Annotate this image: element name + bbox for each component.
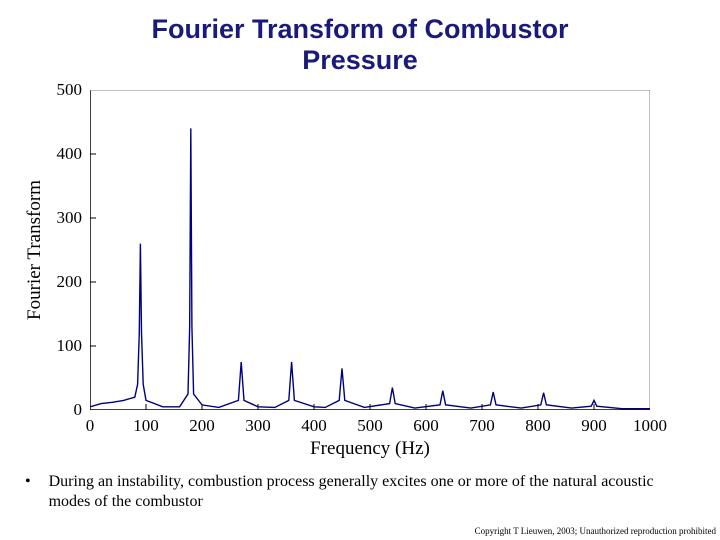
bullet-marker: •: [25, 472, 49, 512]
x-tick-label: 500: [357, 410, 383, 436]
y-tick-label: 100: [57, 336, 91, 356]
x-tick-label: 1000: [633, 410, 667, 436]
x-tick-label: 400: [301, 410, 327, 436]
x-tick-label: 0: [86, 410, 95, 436]
y-tick-label: 500: [57, 80, 91, 100]
x-tick-label: 200: [189, 410, 215, 436]
y-axis-label: Fourier Transform: [24, 180, 46, 320]
copyright-text: Copyright T Lieuwen, 2003; Unauthorized …: [475, 526, 716, 536]
x-tick-label: 300: [245, 410, 271, 436]
y-tick-label: 300: [57, 208, 91, 228]
x-tick-label: 800: [525, 410, 551, 436]
fourier-chart: Fourier Transform Frequency (Hz) 0100200…: [90, 90, 650, 410]
x-tick-label: 100: [133, 410, 159, 436]
x-axis-label: Frequency (Hz): [310, 438, 430, 460]
y-tick-label: 400: [57, 144, 91, 164]
y-tick-label: 200: [57, 272, 91, 292]
chart-plot: [90, 90, 650, 410]
x-tick-label: 900: [581, 410, 607, 436]
bullet-point: • During an instability, combustion proc…: [25, 472, 695, 512]
x-tick-label: 600: [413, 410, 439, 436]
bullet-text: During an instability, combustion proces…: [49, 472, 695, 512]
title-line-1: Fourier Transform of Combustor: [151, 14, 568, 44]
title-line-2: Pressure: [302, 45, 418, 75]
page-title: Fourier Transform of Combustor Pressure: [0, 0, 720, 76]
x-tick-label: 700: [469, 410, 495, 436]
